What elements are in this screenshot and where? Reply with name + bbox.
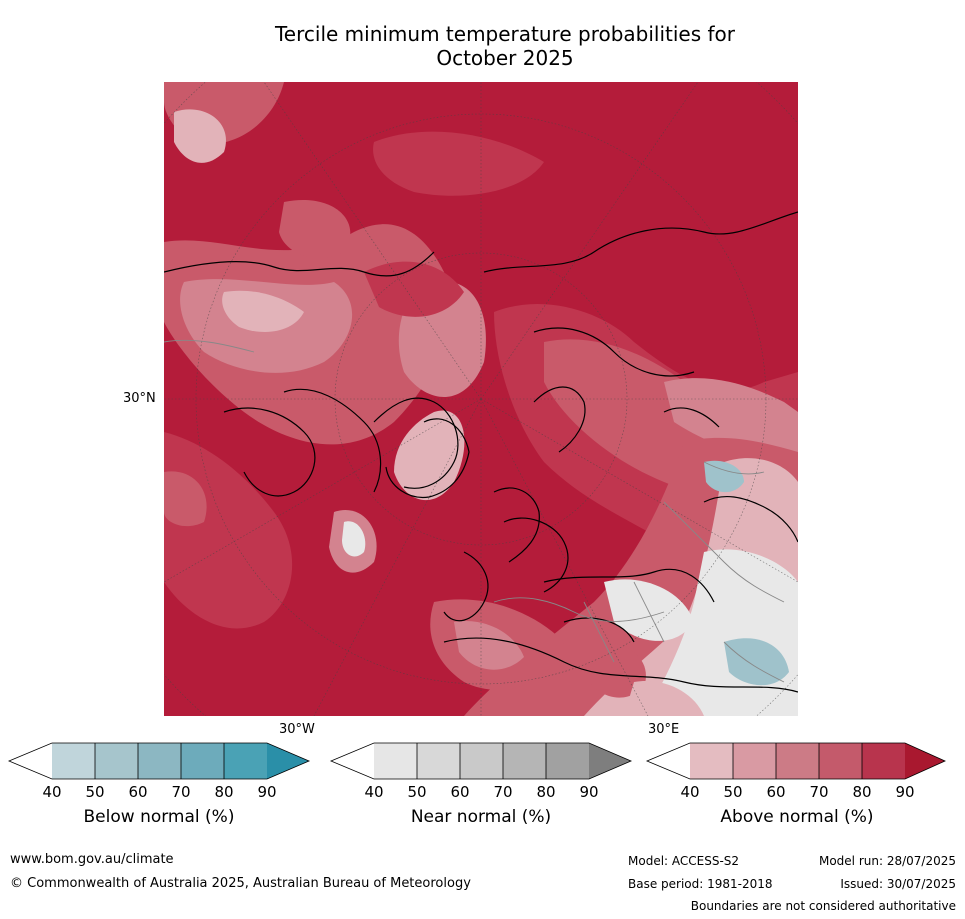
colorbar-below-swatch-3 <box>138 743 181 779</box>
colorbar-tick: 80 <box>214 783 234 801</box>
colorbar-below-swatch-6 <box>267 743 309 779</box>
colorbar-near-swatch-6 <box>589 743 631 779</box>
colorbar-tick: 90 <box>895 783 915 801</box>
model-name: Model: ACCESS-S2 <box>628 854 740 868</box>
colorbar-tick: 60 <box>766 783 786 801</box>
colorbar-below-swatch-5 <box>224 743 267 779</box>
colorbar-above-swatch-2 <box>733 743 776 779</box>
colorbar-above-swatch-3 <box>776 743 819 779</box>
colorbar-above-swatch-5 <box>862 743 905 779</box>
colorbar-above-swatch-0 <box>647 743 690 779</box>
longitude-label-30e: 30°E <box>648 722 680 737</box>
colorbar-below-swatches <box>7 742 311 780</box>
colorbar-near-label: Near normal (%) <box>410 807 552 827</box>
colorbar-tick: 60 <box>450 783 470 801</box>
colorbar-below-swatch-0 <box>9 743 52 779</box>
colorbar-tick: 50 <box>85 783 105 801</box>
colorbar-below-ticks: 40 50 60 70 80 90 <box>9 783 309 801</box>
issued-date: Issued: 30/07/2025 <box>840 877 956 891</box>
colorbar-below-swatch-1 <box>52 743 95 779</box>
colorbar-near-swatch-0 <box>331 743 374 779</box>
website-link[interactable]: www.bom.gov.au/climate <box>10 852 174 867</box>
latitude-label-30n: 30°N <box>123 391 156 406</box>
map-title: Tercile minimum temperature probabilitie… <box>160 22 850 70</box>
colorbar-tick: 80 <box>536 783 556 801</box>
colorbar-tick: 40 <box>364 783 384 801</box>
colorbar-tick: 50 <box>407 783 427 801</box>
title-line-1: Tercile minimum temperature probabilitie… <box>274 22 736 46</box>
title-line-2: October 2025 <box>436 46 574 70</box>
boundaries-disclaimer: Boundaries are not considered authoritat… <box>690 899 956 913</box>
colorbar-tick: 80 <box>852 783 872 801</box>
colorbar-near-swatches <box>329 742 633 780</box>
colorbar-tick: 70 <box>171 783 191 801</box>
colorbar-above-swatch-6 <box>905 743 945 779</box>
colorbar-tick: 40 <box>42 783 62 801</box>
colorbar-near-swatch-3 <box>460 743 503 779</box>
colorbar-tick: 60 <box>128 783 148 801</box>
colorbar-above-ticks: 40 50 60 70 80 90 <box>647 783 947 801</box>
base-period: Base period: 1981-2018 <box>628 877 773 891</box>
colorbar-below-normal <box>7 742 311 780</box>
colorbar-near-swatch-4 <box>503 743 546 779</box>
colorbar-near-swatch-5 <box>546 743 589 779</box>
colorbar-above-swatches <box>645 742 946 780</box>
colorbar-near-normal <box>329 742 633 780</box>
colorbar-above-swatch-4 <box>819 743 862 779</box>
colorbar-below-swatch-2 <box>95 743 138 779</box>
colorbar-tick: 90 <box>257 783 277 801</box>
colorbar-below-label: Below normal (%) <box>83 807 235 827</box>
colorbar-tick: 40 <box>680 783 700 801</box>
colorbar-above-normal <box>645 742 947 780</box>
longitude-label-30w: 30°W <box>279 722 315 737</box>
colorbar-near-ticks: 40 50 60 70 80 90 <box>331 783 631 801</box>
colorbar-tick: 70 <box>493 783 513 801</box>
colorbar-tick: 70 <box>809 783 829 801</box>
copyright-text: © Commonwealth of Australia 2025, Austra… <box>10 876 471 891</box>
colorbar-above-label: Above normal (%) <box>720 807 874 827</box>
colorbar-above-swatch-1 <box>690 743 733 779</box>
polar-probability-map <box>164 82 798 716</box>
colorbar-near-swatch-2 <box>417 743 460 779</box>
colorbar-tick: 90 <box>579 783 599 801</box>
colorbar-below-swatch-4 <box>181 743 224 779</box>
model-run-date: Model run: 28/07/2025 <box>818 854 956 868</box>
colorbar-near-swatch-1 <box>374 743 417 779</box>
colorbar-tick: 50 <box>723 783 743 801</box>
